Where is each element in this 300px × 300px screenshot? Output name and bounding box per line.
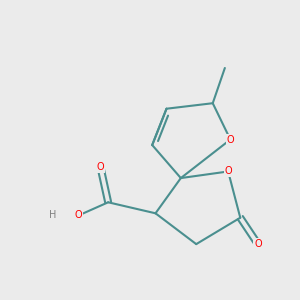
Text: O: O (224, 167, 232, 176)
Text: O: O (254, 239, 262, 249)
Text: O: O (75, 211, 82, 220)
Text: H: H (50, 211, 57, 220)
Text: O: O (97, 162, 104, 172)
Text: O: O (226, 134, 234, 145)
